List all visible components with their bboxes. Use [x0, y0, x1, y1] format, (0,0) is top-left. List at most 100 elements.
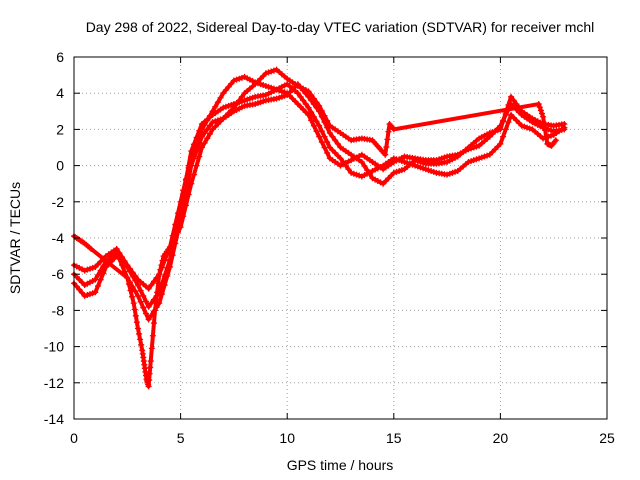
data-point-marker [478, 154, 485, 161]
data-point-marker [153, 298, 160, 305]
data-point-marker [225, 110, 232, 117]
data-point-marker [228, 107, 235, 114]
data-point-marker [537, 107, 544, 114]
data-point-marker [302, 109, 309, 116]
data-point-marker [154, 289, 161, 296]
data-point-marker [318, 107, 325, 114]
data-point-marker [428, 168, 435, 175]
data-point-marker [233, 76, 240, 83]
data-point [209, 126, 216, 133]
data-point-marker [396, 168, 403, 175]
data-point [130, 300, 137, 307]
data-point-marker [526, 125, 533, 132]
data-point [497, 140, 504, 147]
data-point-marker [185, 191, 192, 198]
data-point [262, 70, 269, 77]
y-tick-label: -2 [52, 194, 65, 210]
data-point-marker [492, 146, 499, 153]
data-point-marker [396, 157, 403, 164]
data-point-marker [73, 283, 80, 290]
data-point-marker [342, 162, 349, 169]
data-point-marker [398, 167, 405, 174]
data-point-marker [225, 83, 232, 90]
data-point [92, 276, 99, 283]
data-point [188, 148, 195, 155]
data-point-marker [190, 141, 197, 148]
data-point-marker [217, 118, 224, 125]
data-point-marker [332, 137, 339, 144]
data-point-marker [500, 118, 507, 125]
data-point-marker [385, 175, 392, 182]
data-point [209, 119, 216, 126]
data-point-marker [254, 100, 261, 107]
data-point-marker [473, 143, 480, 150]
data-point [188, 162, 195, 169]
data-point [326, 130, 333, 137]
data-point [252, 101, 259, 108]
data-point [134, 292, 141, 299]
data-point-marker [260, 98, 267, 105]
data-point-marker [73, 273, 80, 280]
data-point [113, 249, 120, 256]
data-point-marker [292, 98, 299, 105]
data-point-marker [118, 262, 125, 269]
data-point-marker [329, 133, 336, 140]
data-point-marker [84, 292, 91, 299]
data-point-marker [318, 139, 325, 146]
data-point-marker [159, 257, 166, 264]
data-point-marker [414, 163, 421, 170]
data-point-marker [142, 298, 149, 305]
data-point-marker [182, 202, 189, 209]
data-point-marker [489, 129, 496, 136]
data-point-marker [164, 273, 171, 280]
data-point-marker [286, 89, 293, 96]
data-point-marker [398, 158, 405, 165]
data-point-marker [281, 92, 288, 99]
data-point-marker [300, 106, 307, 113]
data-point-marker [193, 148, 200, 155]
data-point-marker [129, 293, 136, 300]
data-point-marker [94, 272, 101, 279]
data-point-marker [366, 171, 373, 178]
x-tick-label: 25 [599, 430, 615, 446]
data-point-marker [513, 117, 520, 124]
y-tick-label: 4 [56, 85, 64, 101]
data-point-marker [334, 152, 341, 159]
data-point-marker [137, 298, 144, 305]
data-point [294, 90, 301, 97]
data-point [252, 81, 259, 88]
data-point-marker [238, 74, 245, 81]
y-tick-label: 2 [56, 121, 64, 137]
data-point-marker [148, 300, 155, 307]
data-point-marker [353, 171, 360, 178]
data-point [152, 307, 159, 314]
y-tick-label: -6 [52, 266, 65, 282]
data-point-marker [364, 167, 371, 174]
data-point [348, 169, 355, 176]
data-point-marker [204, 126, 211, 133]
data-point [166, 263, 173, 270]
data-point [497, 126, 504, 133]
axis-ticks: 0 5 10 15 20 25 -14 -12 -10 -8 -6 -4 -2 0 2 4 6 [44, 49, 615, 446]
data-point [380, 180, 387, 187]
data-point-marker [146, 370, 153, 377]
data-point-marker [308, 117, 315, 124]
data-point [305, 104, 312, 111]
data-point-marker [89, 264, 96, 271]
data-point-marker [97, 276, 104, 283]
data-point-marker [548, 132, 555, 139]
data-point-marker [161, 282, 168, 289]
data-point [88, 245, 95, 252]
data-point [316, 102, 323, 109]
data-point [81, 292, 88, 299]
data-point [145, 316, 152, 323]
data-point [422, 166, 429, 173]
data-point [412, 157, 419, 164]
data-point-marker [222, 103, 229, 110]
data-point-marker [180, 213, 187, 220]
data-point-marker [481, 153, 488, 160]
data-point [316, 122, 323, 129]
data-point-marker [297, 93, 304, 100]
data-point-marker [132, 312, 139, 319]
data-point-marker [361, 163, 368, 170]
